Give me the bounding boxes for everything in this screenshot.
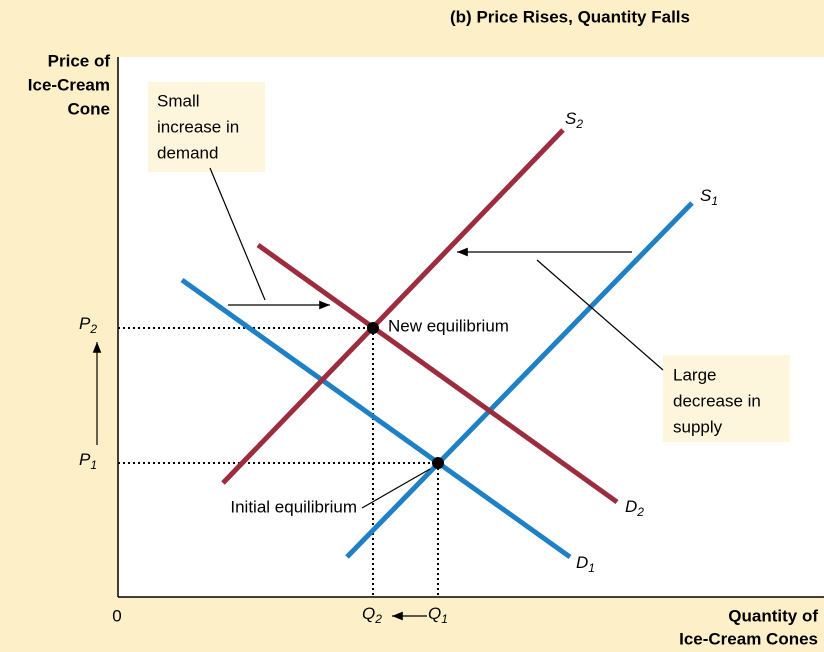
- demand-curve: [256, 242, 619, 505]
- annotation: Large: [673, 365, 716, 384]
- annotation: Small: [157, 91, 200, 110]
- annotation-box: [663, 355, 790, 442]
- price-label: P1: [79, 450, 97, 472]
- x-axis-label: Ice-Cream Cones: [679, 629, 818, 648]
- curve-label: D1: [576, 553, 595, 575]
- pointer: [536, 259, 664, 371]
- demand-curve: [180, 277, 572, 560]
- curve-label: S2: [565, 109, 583, 131]
- quantity-label: Q1: [428, 604, 448, 626]
- y-axis-label: Price of: [48, 51, 111, 70]
- origin: 0: [112, 606, 121, 625]
- pointer: [361, 468, 431, 509]
- y-axis-label: Cone: [68, 99, 111, 118]
- supply-curve: [345, 201, 694, 559]
- annotation: Initial equilibrium: [230, 497, 357, 516]
- x-axis-label: Quantity of: [728, 606, 818, 625]
- y-axis-label: Ice-Cream: [28, 75, 110, 94]
- annotation: demand: [157, 143, 218, 162]
- quantity-label: Q2: [362, 604, 382, 626]
- curve-label: D2: [625, 497, 644, 519]
- annotation: decrease in: [673, 391, 761, 410]
- equilibrium-point: [367, 322, 379, 334]
- price-label: P2: [79, 314, 97, 336]
- annotation: supply: [673, 417, 723, 436]
- curve-label: S1: [700, 186, 718, 208]
- annotation: New equilibrium: [388, 316, 509, 335]
- title: (b) Price Rises, Quantity Falls: [450, 7, 690, 26]
- pointer: [209, 167, 266, 301]
- supply-curve: [221, 128, 565, 485]
- equilibrium-point: [432, 457, 444, 469]
- annotation-box: [148, 82, 265, 172]
- annotation: increase in: [157, 117, 239, 136]
